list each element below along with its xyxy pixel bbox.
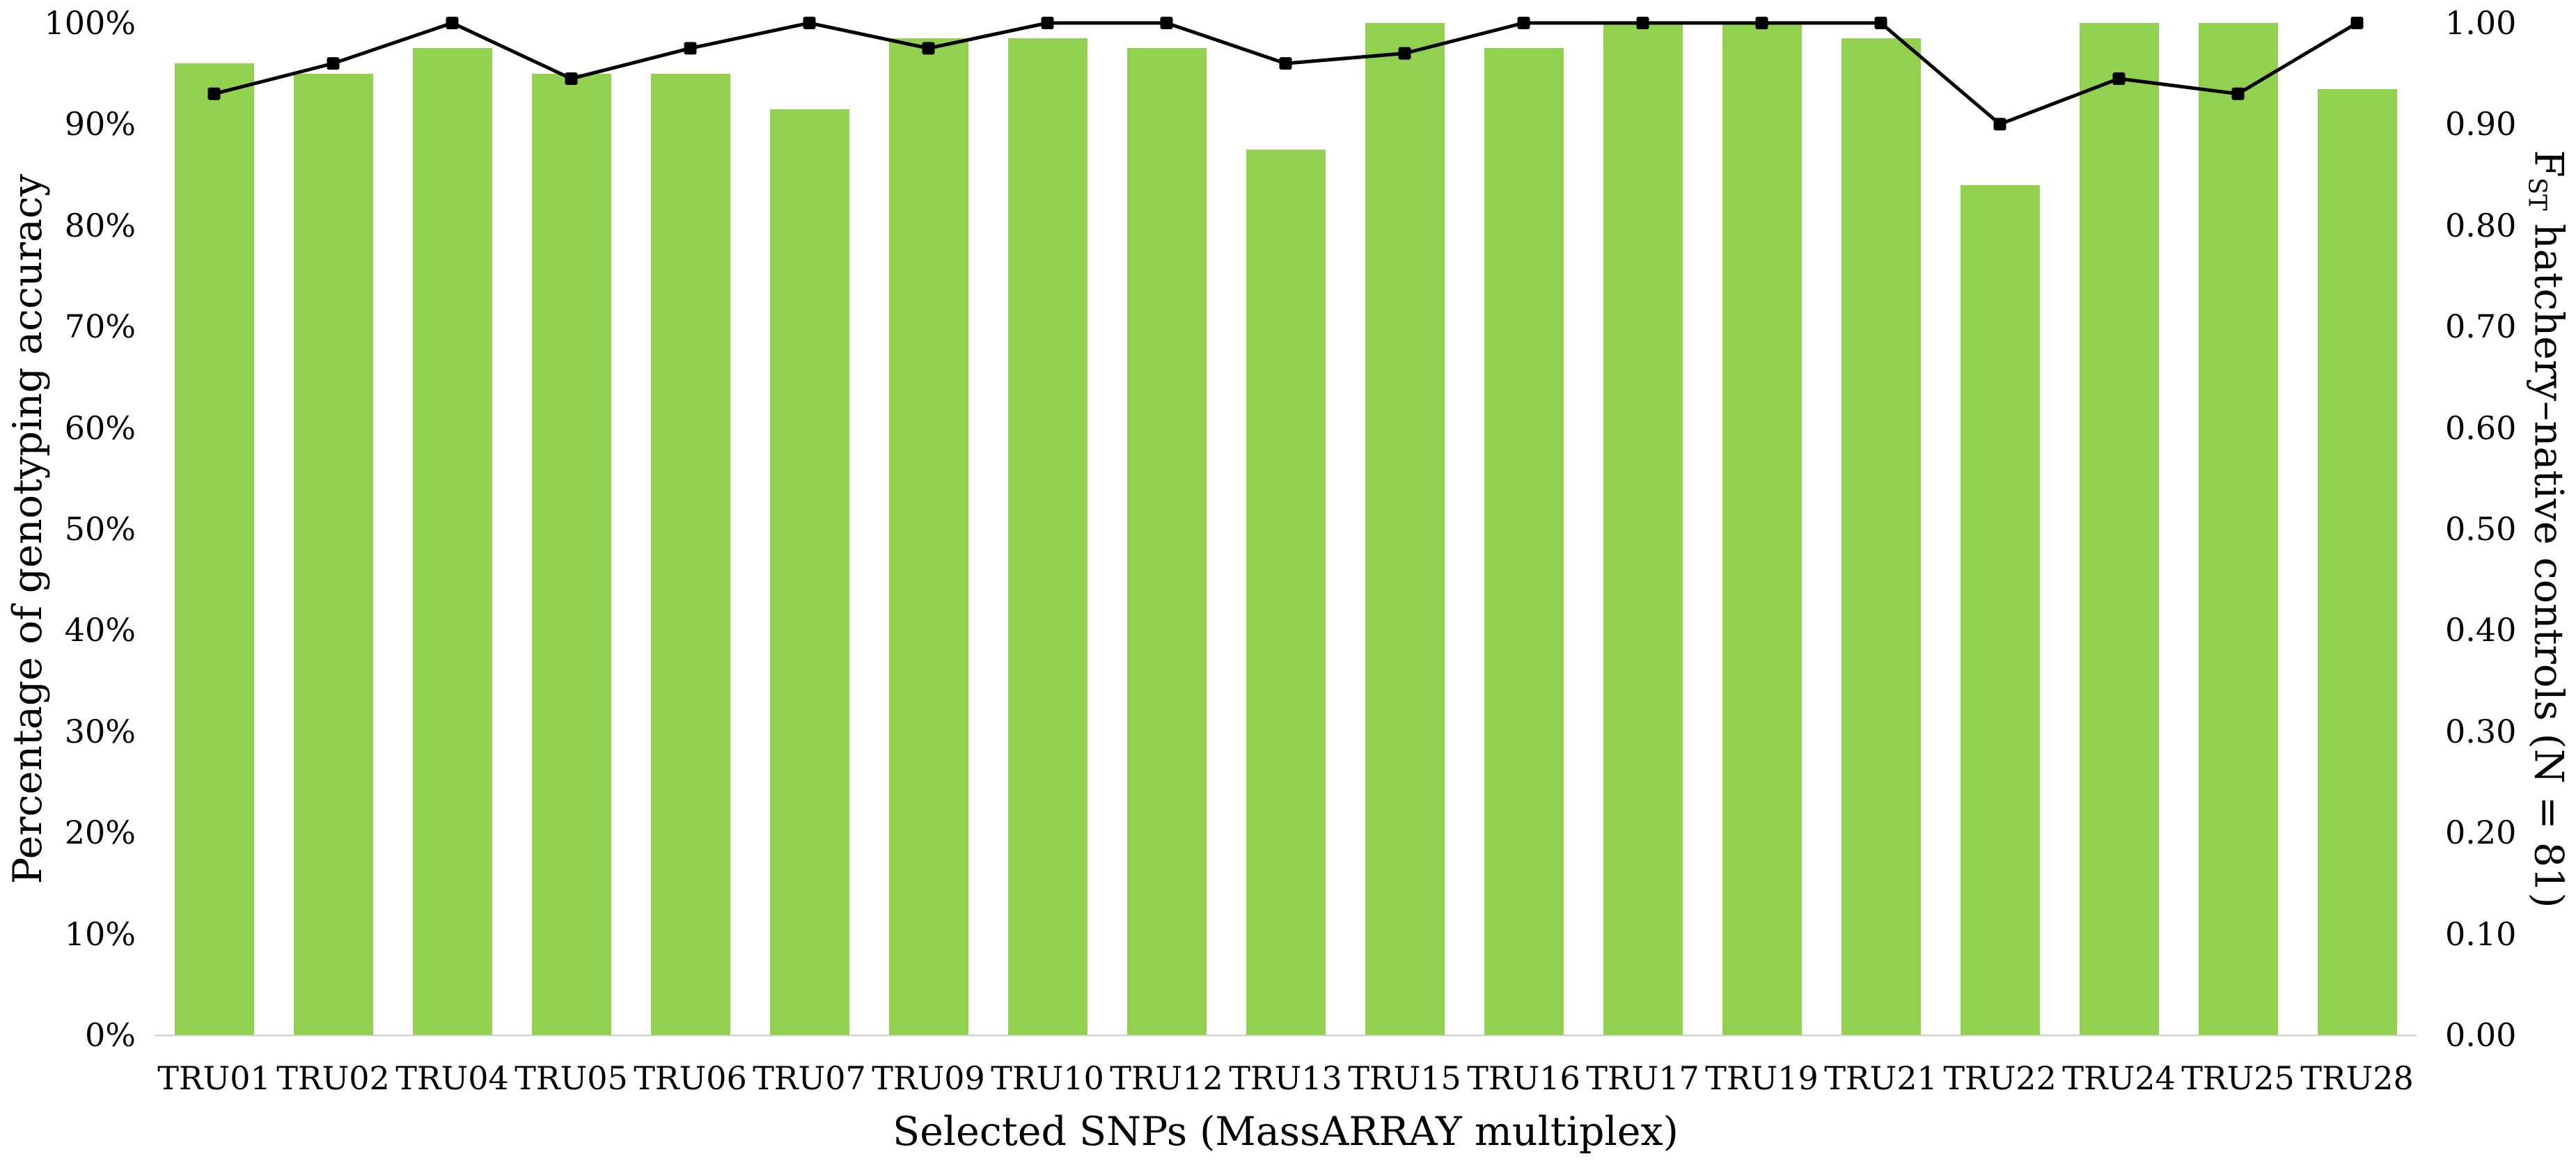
right-tick-0.80: 0.80: [2445, 206, 2517, 244]
left-tick-40%: 40%: [64, 611, 136, 649]
left-tick-50%: 50%: [64, 510, 136, 548]
right-tick-0.40: 0.40: [2445, 611, 2517, 649]
fst-marker-TRU06: [684, 42, 697, 55]
bar-TRU22: [1960, 184, 2040, 1035]
fst-marker-TRU01: [207, 87, 221, 100]
xtick-TRU22: TRU22: [1943, 1059, 2057, 1097]
fst-marker-TRU07: [803, 17, 816, 29]
fst-marker-TRU10: [1041, 17, 1054, 29]
xtick-TRU17: TRU17: [1586, 1059, 1699, 1097]
xtick-TRU25: TRU25: [2181, 1059, 2295, 1097]
plot-area: [155, 17, 2417, 1035]
fst-marker-TRU16: [1517, 17, 1530, 29]
fst-marker-TRU13: [1279, 57, 1292, 70]
right-tick-0.20: 0.20: [2445, 814, 2517, 852]
fst-marker-TRU19: [1755, 17, 1768, 29]
right-tick-0.70: 0.70: [2445, 308, 2517, 346]
xtick-TRU12: TRU12: [1110, 1059, 1223, 1097]
fst-marker-TRU24: [2112, 72, 2126, 85]
xtick-TRU01: TRU01: [157, 1059, 271, 1097]
xtick-TRU02: TRU02: [276, 1059, 390, 1097]
xtick-TRU13: TRU13: [1229, 1059, 1342, 1097]
xtick-TRU19: TRU19: [1705, 1059, 1819, 1097]
bar-TRU06: [650, 73, 730, 1035]
bar-TRU16: [1484, 48, 1564, 1035]
xtick-TRU16: TRU16: [1467, 1059, 1580, 1097]
xtick-TRU06: TRU06: [634, 1059, 747, 1097]
right-tick-0.30: 0.30: [2445, 712, 2517, 750]
right-tick-0.10: 0.10: [2445, 915, 2517, 953]
bar-TRU25: [2198, 23, 2278, 1035]
bar-TRU19: [1722, 23, 1802, 1035]
bar-TRU01: [174, 63, 254, 1035]
bar-TRU10: [1007, 38, 1087, 1035]
bar-TRU13: [1246, 149, 1326, 1035]
bar-TRU09: [888, 38, 968, 1035]
left-tick-100%: 100%: [44, 4, 136, 42]
left-tick-90%: 90%: [64, 105, 136, 143]
fst-marker-TRU15: [1398, 47, 1411, 60]
fst-marker-TRU21: [1874, 17, 1887, 29]
xtick-TRU05: TRU05: [515, 1059, 628, 1097]
fst-line-series: [207, 17, 2364, 131]
bar-series: [155, 23, 2417, 1035]
x-axis-title: Selected SNPs (MassARRAY multiplex): [893, 1109, 1679, 1155]
xtick-TRU09: TRU09: [872, 1059, 985, 1097]
right-tick-0.60: 0.60: [2445, 409, 2517, 447]
fst-marker-TRU17: [1636, 17, 1649, 29]
xtick-TRU21: TRU21: [1824, 1059, 1938, 1097]
left-tick-20%: 20%: [64, 814, 136, 852]
left-tick-60%: 60%: [64, 409, 136, 447]
right-tick-0.00: 0.00: [2445, 1016, 2517, 1054]
bar-TRU05: [531, 73, 611, 1035]
xtick-TRU10: TRU10: [991, 1059, 1104, 1097]
bar-TRU07: [769, 109, 849, 1035]
bar-TRU15: [1365, 23, 1445, 1035]
left-tick-70%: 70%: [64, 308, 136, 346]
xtick-TRU07: TRU07: [753, 1059, 866, 1097]
bar-TRU17: [1603, 23, 1683, 1035]
right-tick-0.90: 0.90: [2445, 105, 2517, 143]
right-tick-0.50: 0.50: [2445, 510, 2517, 548]
xtick-TRU28: TRU28: [2300, 1059, 2414, 1097]
fst-marker-TRU05: [565, 72, 578, 85]
fst-marker-TRU28: [2350, 17, 2364, 29]
bar-TRU04: [412, 48, 492, 1035]
bar-TRU28: [2317, 88, 2397, 1035]
fst-marker-TRU09: [922, 42, 935, 55]
fst-marker-TRU02: [327, 57, 340, 70]
fst-marker-TRU25: [2231, 87, 2245, 100]
left-tick-0%: 0%: [85, 1016, 136, 1054]
right-tick-1.00: 1.00: [2445, 4, 2517, 42]
x-axis-line: [155, 1034, 2417, 1036]
bar-TRU02: [293, 73, 373, 1035]
left-tick-80%: 80%: [64, 206, 136, 244]
xtick-TRU15: TRU15: [1348, 1059, 1461, 1097]
bar-TRU21: [1841, 38, 1921, 1035]
fst-marker-TRU04: [446, 17, 459, 29]
fst-line: [213, 21, 2358, 127]
xtick-TRU24: TRU24: [2062, 1059, 2176, 1097]
bar-TRU12: [1126, 48, 1207, 1035]
xtick-TRU04: TRU04: [395, 1059, 509, 1097]
fst-marker-TRU12: [1160, 17, 1173, 29]
bar-TRU24: [2079, 23, 2159, 1035]
fst-marker-TRU22: [1993, 118, 2006, 131]
left-tick-10%: 10%: [64, 915, 136, 953]
fst-symbol: F: [2525, 150, 2572, 177]
fst-subscript: ST: [2522, 177, 2552, 211]
left-tick-30%: 30%: [64, 712, 136, 750]
